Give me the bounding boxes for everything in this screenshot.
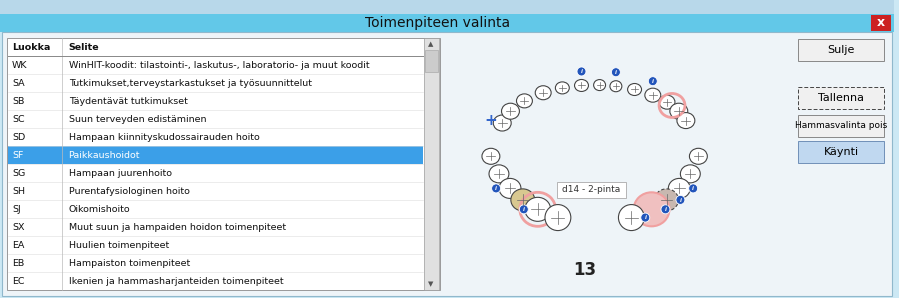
Ellipse shape [482, 148, 500, 164]
Circle shape [661, 205, 670, 214]
Text: Purentafysiologinen hoito: Purentafysiologinen hoito [68, 187, 190, 195]
Text: SA: SA [12, 78, 24, 88]
Text: i: i [680, 198, 681, 203]
Text: 13: 13 [574, 261, 596, 279]
FancyBboxPatch shape [0, 14, 894, 32]
Text: Luokka: Luokka [12, 43, 50, 52]
Circle shape [492, 184, 501, 193]
FancyBboxPatch shape [798, 141, 884, 163]
Text: EC: EC [12, 277, 24, 285]
Ellipse shape [668, 179, 690, 198]
Text: i: i [664, 207, 666, 212]
Ellipse shape [610, 81, 622, 92]
Circle shape [611, 68, 620, 77]
Ellipse shape [517, 94, 532, 108]
Ellipse shape [619, 204, 645, 231]
Text: Täydentävät tutkimukset: Täydentävät tutkimukset [68, 97, 188, 105]
FancyBboxPatch shape [871, 15, 891, 31]
Text: Hammasvalinta pois: Hammasvalinta pois [795, 122, 887, 131]
Ellipse shape [681, 165, 700, 183]
Circle shape [689, 184, 698, 193]
Ellipse shape [628, 83, 642, 95]
Text: d14 - 2-pinta: d14 - 2-pinta [562, 185, 620, 194]
FancyBboxPatch shape [556, 182, 627, 198]
Text: SX: SX [12, 223, 24, 232]
Circle shape [577, 67, 586, 76]
FancyBboxPatch shape [8, 146, 423, 164]
Text: Sulje: Sulje [828, 45, 855, 55]
FancyBboxPatch shape [798, 39, 884, 61]
Ellipse shape [645, 88, 661, 102]
Text: x: x [877, 16, 886, 30]
Ellipse shape [690, 148, 708, 164]
Text: i: i [692, 186, 694, 191]
Ellipse shape [654, 189, 679, 211]
Ellipse shape [489, 165, 509, 183]
Ellipse shape [494, 115, 512, 131]
Text: Käynti: Käynti [823, 147, 859, 157]
Text: EA: EA [12, 240, 24, 249]
Text: Ikenien ja hammasharjanteiden toimenpiteet: Ikenien ja hammasharjanteiden toimenpite… [68, 277, 283, 285]
FancyBboxPatch shape [0, 0, 894, 14]
Text: Hampaan kiinnityskudossairauden hoito: Hampaan kiinnityskudossairauden hoito [68, 133, 260, 142]
FancyBboxPatch shape [7, 38, 440, 290]
Ellipse shape [545, 204, 571, 231]
Text: i: i [581, 69, 583, 74]
Text: Tutkimukset,terveystarkastukset ja työsuunnittelut: Tutkimukset,terveystarkastukset ja työsu… [68, 78, 312, 88]
Ellipse shape [525, 197, 551, 221]
Ellipse shape [574, 80, 589, 91]
Text: +: + [484, 113, 496, 128]
Text: i: i [523, 207, 525, 212]
Text: Huulien toimenpiteet: Huulien toimenpiteet [68, 240, 169, 249]
Text: SF: SF [12, 150, 23, 159]
Ellipse shape [593, 80, 606, 91]
FancyBboxPatch shape [798, 115, 884, 137]
Ellipse shape [670, 103, 688, 119]
Text: i: i [645, 215, 646, 221]
Text: Tallenna: Tallenna [818, 93, 864, 103]
Circle shape [520, 205, 529, 214]
FancyBboxPatch shape [798, 87, 884, 109]
FancyBboxPatch shape [2, 32, 892, 296]
Ellipse shape [634, 192, 670, 226]
Circle shape [648, 77, 657, 86]
FancyBboxPatch shape [424, 50, 438, 72]
Text: Hampaan juurenhoito: Hampaan juurenhoito [68, 168, 172, 178]
Circle shape [641, 213, 650, 222]
Ellipse shape [511, 189, 535, 211]
Circle shape [676, 195, 685, 204]
Text: i: i [652, 79, 654, 84]
Ellipse shape [499, 179, 521, 198]
Ellipse shape [556, 82, 569, 94]
Text: Muut suun ja hampaiden hoidon toimenpiteet: Muut suun ja hampaiden hoidon toimenpite… [68, 223, 286, 232]
Text: Selite: Selite [68, 43, 99, 52]
Text: Toimenpiteen valinta: Toimenpiteen valinta [365, 16, 510, 30]
Text: SJ: SJ [12, 204, 21, 213]
Text: SB: SB [12, 97, 24, 105]
Text: i: i [615, 70, 617, 75]
Ellipse shape [502, 103, 520, 119]
Text: ▼: ▼ [429, 281, 433, 287]
Text: EB: EB [12, 258, 24, 268]
Text: Suun terveyden edistäminen: Suun terveyden edistäminen [68, 114, 206, 123]
Text: SH: SH [12, 187, 25, 195]
FancyBboxPatch shape [423, 38, 439, 290]
Ellipse shape [535, 86, 551, 100]
Text: ▲: ▲ [429, 41, 433, 47]
Text: Hampaiston toimenpiteet: Hampaiston toimenpiteet [68, 258, 190, 268]
Text: SG: SG [12, 168, 25, 178]
Text: SD: SD [12, 133, 25, 142]
Text: WK: WK [12, 60, 28, 69]
Text: SC: SC [12, 114, 24, 123]
Ellipse shape [659, 95, 675, 109]
Text: WinHIT-koodit: tilastointi-, laskutus-, laboratorio- ja muut koodit: WinHIT-koodit: tilastointi-, laskutus-, … [68, 60, 369, 69]
Ellipse shape [677, 113, 695, 128]
Text: Paikkaushoidot: Paikkaushoidot [68, 150, 140, 159]
Text: Oikomishoito: Oikomishoito [68, 204, 130, 213]
Text: i: i [495, 186, 497, 191]
